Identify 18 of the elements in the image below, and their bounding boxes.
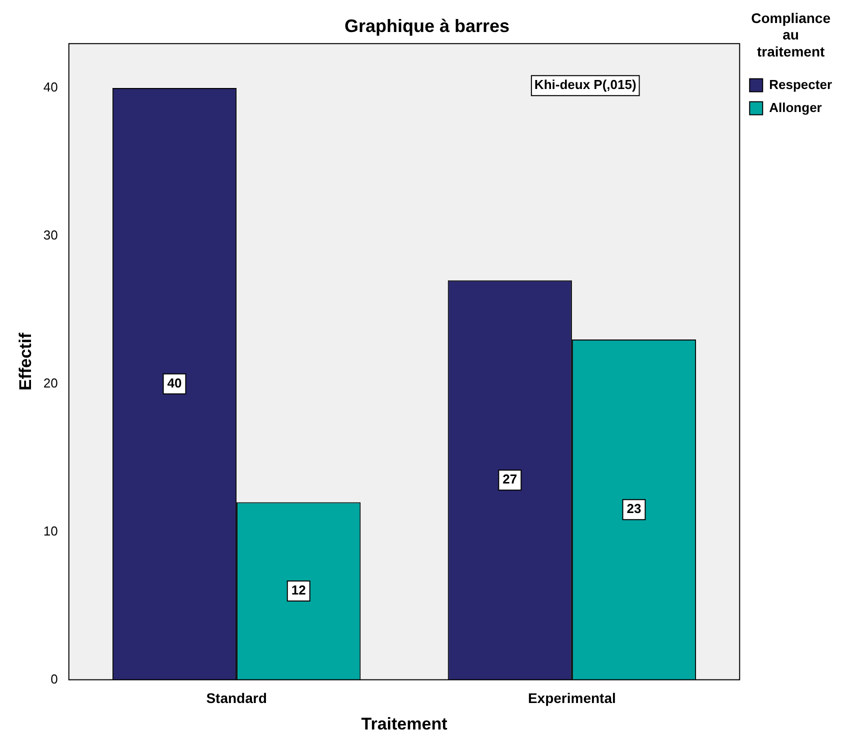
x-axis-title: Traitement: [361, 714, 448, 734]
legend-title: Compliance au traitement: [751, 10, 831, 60]
y-tick-label: 40: [43, 80, 58, 95]
x-tick-label: Standard: [206, 690, 267, 706]
y-tick-label: 0: [50, 671, 58, 686]
x-tick-label: Experimental: [528, 690, 616, 706]
legend-label: Respecter: [769, 76, 832, 92]
annotation: Khi-deux P(,015): [534, 77, 636, 92]
y-tick-label: 20: [43, 375, 58, 390]
data-label: 23: [626, 501, 642, 516]
y-tick-label: 10: [43, 523, 58, 538]
legend-label: Allonger: [769, 100, 822, 115]
y-tick-label: 30: [43, 228, 58, 243]
y-axis-title: Effectif: [16, 332, 35, 391]
chart-title: Graphique à barres: [344, 16, 510, 36]
data-label: 27: [502, 472, 518, 487]
data-label: 40: [167, 375, 182, 390]
data-label: 12: [291, 582, 306, 598]
